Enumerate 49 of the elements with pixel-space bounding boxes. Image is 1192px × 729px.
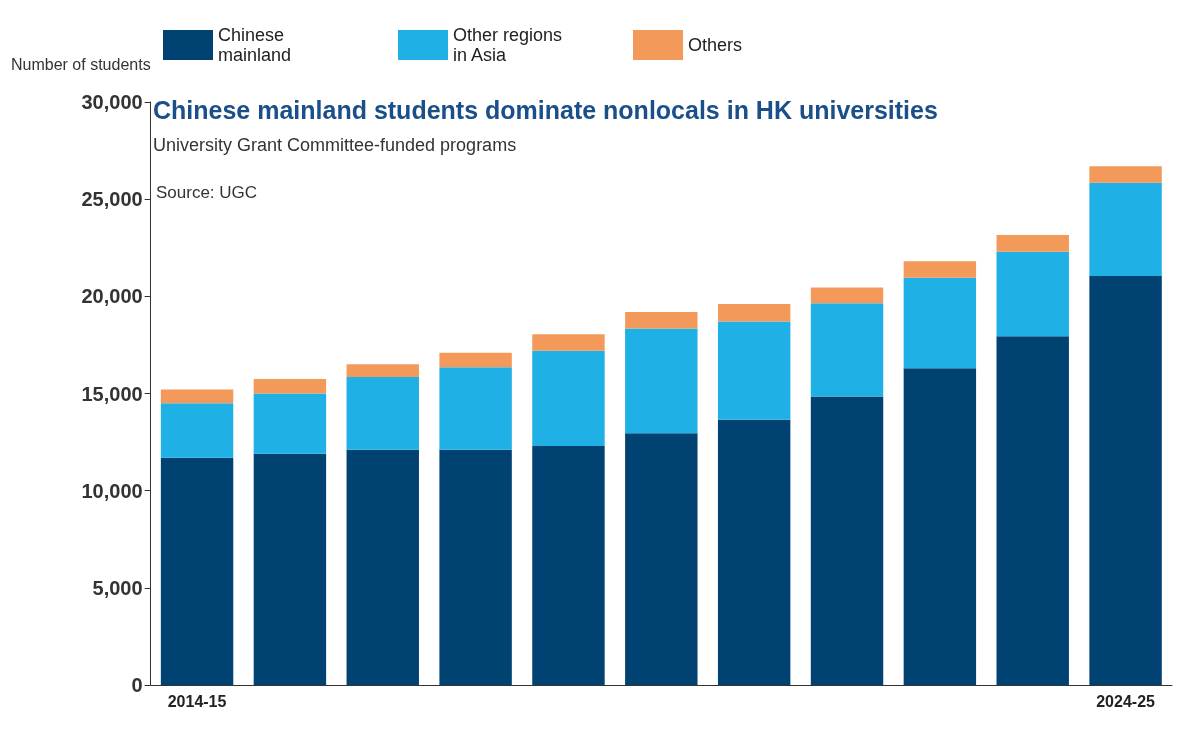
bar (346, 364, 419, 377)
bar (903, 277, 977, 369)
text: University Grant Committee-funded programs (153, 135, 517, 155)
bar (903, 368, 977, 685)
legend-label: Chinese mainland (218, 25, 292, 65)
bar (996, 235, 1069, 252)
bar (160, 389, 234, 404)
x-tick-label: 2014-15 (167, 692, 227, 710)
bar (439, 367, 512, 450)
bar (625, 311, 698, 329)
bar (810, 287, 884, 304)
bar (717, 321, 791, 420)
bar (253, 378, 327, 394)
bar (717, 419, 791, 685)
bar (996, 336, 1069, 685)
legend-label: Other regions in Asia (453, 25, 568, 65)
bar (532, 350, 605, 446)
y-tick-label: 5,000 (92, 576, 143, 599)
bar (903, 261, 977, 278)
chart-title: Chinese mainland students dominate nonlocals in HK universities (153, 95, 938, 124)
y-tick-label: 25,000 (81, 188, 143, 211)
y-axis-title: Number of students (11, 55, 151, 73)
bar (625, 328, 698, 434)
annotation: Source: UGC (156, 183, 258, 202)
bar (439, 449, 512, 685)
bar (532, 334, 605, 351)
bar (1089, 182, 1162, 276)
bar (346, 376, 419, 450)
bar (717, 304, 791, 322)
bar (346, 449, 419, 685)
bar (160, 457, 234, 685)
bar (253, 393, 327, 454)
bar (996, 251, 1069, 337)
bar (810, 396, 884, 685)
bar (625, 433, 698, 685)
x-tick-label: 2024-25 (1096, 692, 1156, 710)
bar (810, 303, 884, 397)
y-tick-label: 15,000 (81, 382, 143, 405)
y-tick-label: 10,000 (81, 479, 143, 502)
bar (1089, 166, 1162, 183)
bar (253, 453, 327, 685)
bar (1089, 275, 1162, 685)
y-tick-label: 0 (131, 674, 143, 696)
legend-label: Others (688, 35, 743, 55)
bar (532, 445, 605, 685)
y-tick-label: 20,000 (81, 285, 143, 308)
bar (439, 352, 512, 368)
bar (160, 403, 234, 458)
y-tick-label: 30,000 (81, 91, 143, 113)
